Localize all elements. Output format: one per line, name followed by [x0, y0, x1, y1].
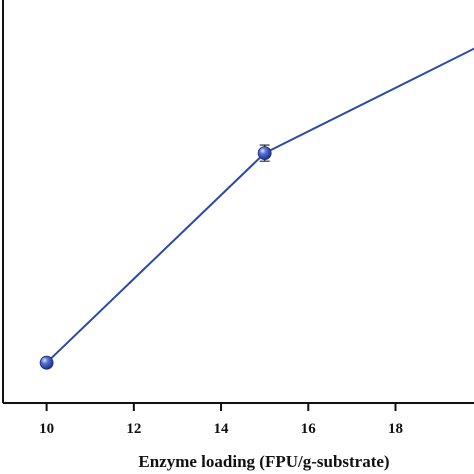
x-axis-ticks: 10 12 14 16 18 [39, 403, 403, 437]
x-tick-label: 18 [388, 421, 403, 437]
x-axis-title: Enzyme loading (FPU/g-substrate) [138, 452, 389, 471]
plot-area [39, 47, 474, 370]
x-tick-label: 10 [39, 421, 54, 437]
x-tick-label: 14 [214, 421, 230, 437]
x-tick-label: 16 [301, 421, 317, 437]
data-point [39, 355, 54, 370]
series-line [45, 47, 474, 364]
data-point [257, 146, 272, 161]
x-tick-label: 12 [126, 421, 141, 437]
